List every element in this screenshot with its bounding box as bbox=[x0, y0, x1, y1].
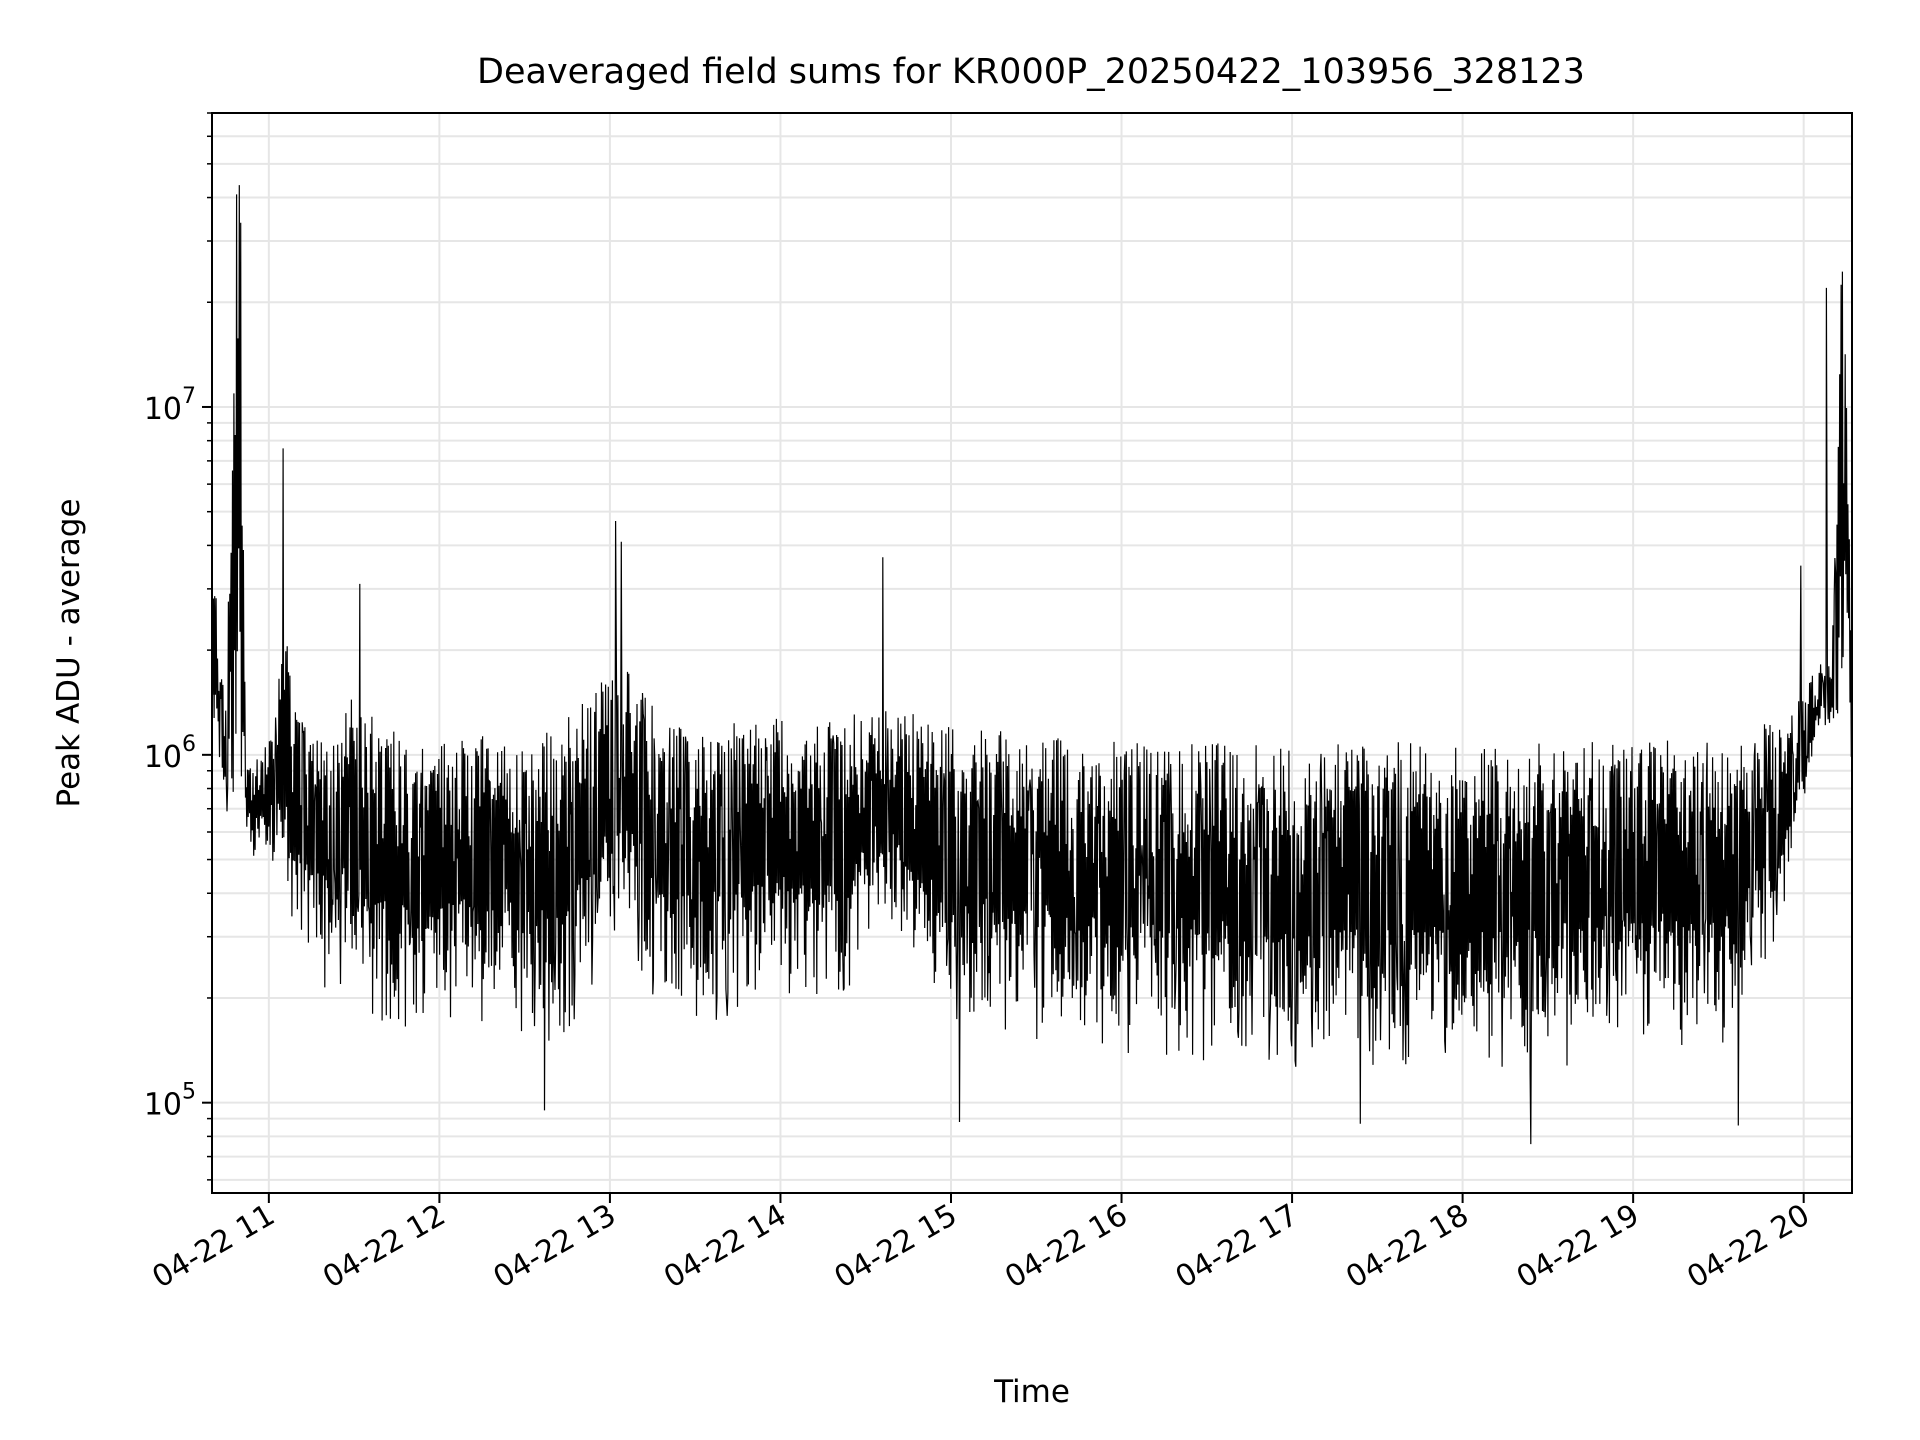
y-tick-label: 105 bbox=[144, 1080, 196, 1123]
series-line bbox=[211, 185, 1853, 1145]
y-axis: 105 106 107 bbox=[144, 112, 212, 1181]
series bbox=[211, 185, 1853, 1145]
plot-frame bbox=[211, 112, 1853, 1194]
y-tick-label: 106 bbox=[144, 732, 196, 775]
y-tick-label: 107 bbox=[144, 384, 196, 427]
chart-title: Deaveraged field sums for KR000P_2025042… bbox=[477, 52, 1585, 92]
y-axis-label: Peak ADU - average bbox=[51, 498, 87, 807]
x-axis-label: Time bbox=[993, 1374, 1070, 1410]
